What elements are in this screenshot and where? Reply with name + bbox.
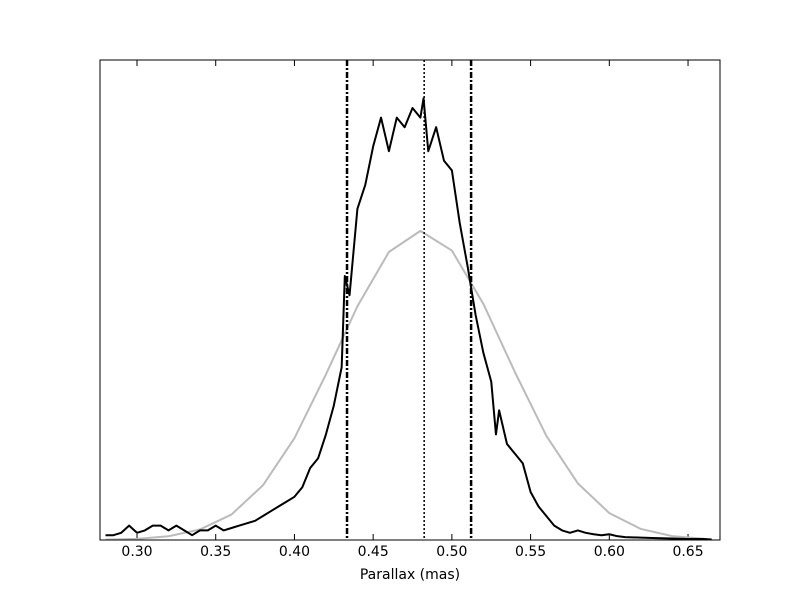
x-tick-label: 0.30 [121,544,152,560]
x-tick-label: 0.40 [279,544,310,560]
x-axis-label: Parallax (mas) [360,567,460,583]
data-line [105,97,712,540]
x-tick-label: 0.45 [358,544,389,560]
x-tick-label: 0.60 [594,544,625,560]
x-tick-label: 0.65 [672,544,703,560]
plot-frame [99,59,721,541]
x-tick-label: 0.50 [436,544,467,560]
x-tick-label: 0.55 [515,544,546,560]
x-tick-label: 0.35 [200,544,231,560]
data-line [105,229,704,540]
